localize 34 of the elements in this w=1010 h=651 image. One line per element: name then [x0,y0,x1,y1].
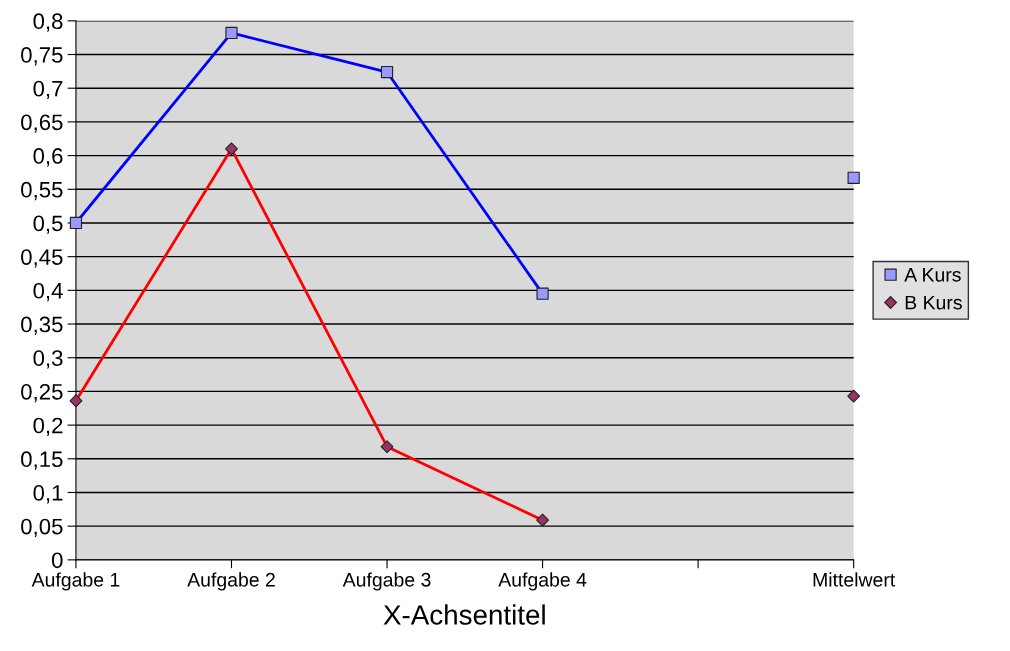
y-tick-label: 0,25 [21,383,63,403]
point [847,389,861,403]
y-tick-label: 0,8 [33,13,63,32]
y-tick-label: 0 [51,552,63,569]
legend-label: A Kurs [904,268,961,282]
y-tick-label: 0,35 [21,316,63,335]
point [225,142,238,156]
y-tick-label: 0,55 [21,181,63,201]
point [225,26,238,40]
x-tick-label: Aufgabe 3 [342,572,431,591]
point [69,394,83,408]
y-tick-label: 0,6 [33,148,63,167]
x-tick-label: Aufgabe 4 [498,572,587,591]
point [536,513,550,527]
x-tick-label: Aufgabe 1 [31,572,120,591]
point [847,171,860,184]
point [380,440,394,454]
y-tick-label: 0,3 [33,350,63,369]
point [536,287,549,300]
point [380,65,394,79]
y-tick-label: 0,75 [21,47,63,66]
y-tick-label: 0,1 [33,485,63,504]
y-tick-label: 0,7 [33,80,63,100]
x-tick-label: Aufgabe 2 [187,572,275,591]
y-tick-label: 0,65 [21,114,63,133]
legend-label: B Kurs [905,295,962,310]
y-tick-label: 0,4 [33,282,63,302]
y-tick-label: 0,15 [21,451,63,470]
y-tick-label: 0,2 [33,417,63,436]
y-tick-label: 0,05 [21,518,63,538]
x-axis-title: X-Achsentitel [383,604,545,625]
x-tick-label: Mittelwert [813,572,896,587]
y-tick-label: 0,45 [21,249,63,268]
y-tick-label: 0,5 [33,215,63,234]
